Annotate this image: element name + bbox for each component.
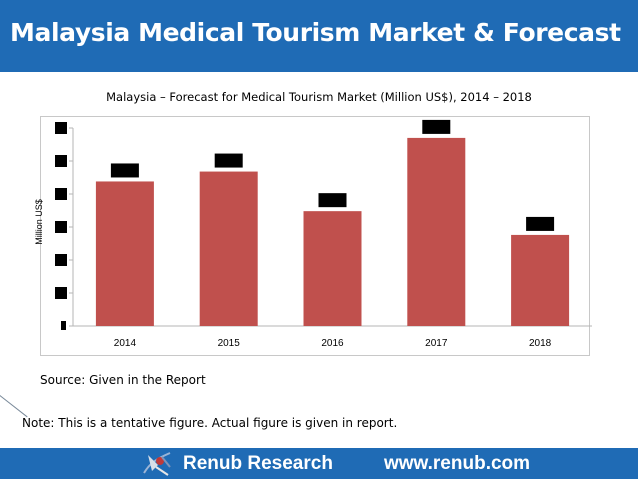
y-tick-label-redacted [55, 122, 67, 134]
y-tick-label-redacted [55, 221, 67, 233]
bar-data-label-redacted [318, 193, 347, 208]
note-text: Note: This is a tentative figure. Actual… [22, 416, 398, 430]
header-bar [0, 0, 638, 72]
bar [95, 181, 154, 326]
y-axis-label: Million US$ [34, 199, 44, 245]
x-tick-label: 2016 [321, 338, 344, 349]
bar-data-label-redacted [422, 119, 451, 134]
footer-brand: Renub Research [183, 453, 333, 474]
y-tick-label-redacted [55, 188, 67, 200]
bar [199, 171, 258, 326]
y-tick-label-redacted [55, 287, 67, 299]
bar [511, 234, 570, 326]
footer-url-link[interactable]: www.renub.com [384, 453, 531, 474]
y-tick-label-redacted [61, 321, 66, 330]
bar-data-label-redacted [110, 163, 139, 178]
x-tick-label: 2018 [529, 338, 552, 349]
renub-logo-icon [143, 452, 171, 476]
x-tick-label: 2015 [218, 338, 241, 349]
source-text: Source: Given in the Report [40, 373, 206, 387]
y-tick-label-redacted [55, 155, 67, 167]
footer-bar [0, 448, 638, 479]
x-tick-label: 2017 [425, 338, 448, 349]
chart-title: Malaysia – Forecast for Medical Tourism … [106, 90, 532, 104]
page-title: Malaysia Medical Tourism Market & Foreca… [10, 18, 621, 47]
bar [303, 211, 362, 326]
y-tick-label-redacted [55, 254, 67, 266]
bar [407, 137, 466, 326]
bar-data-label-redacted [214, 153, 243, 168]
bar-data-label-redacted [526, 216, 555, 231]
x-tick-label: 2014 [114, 338, 137, 349]
